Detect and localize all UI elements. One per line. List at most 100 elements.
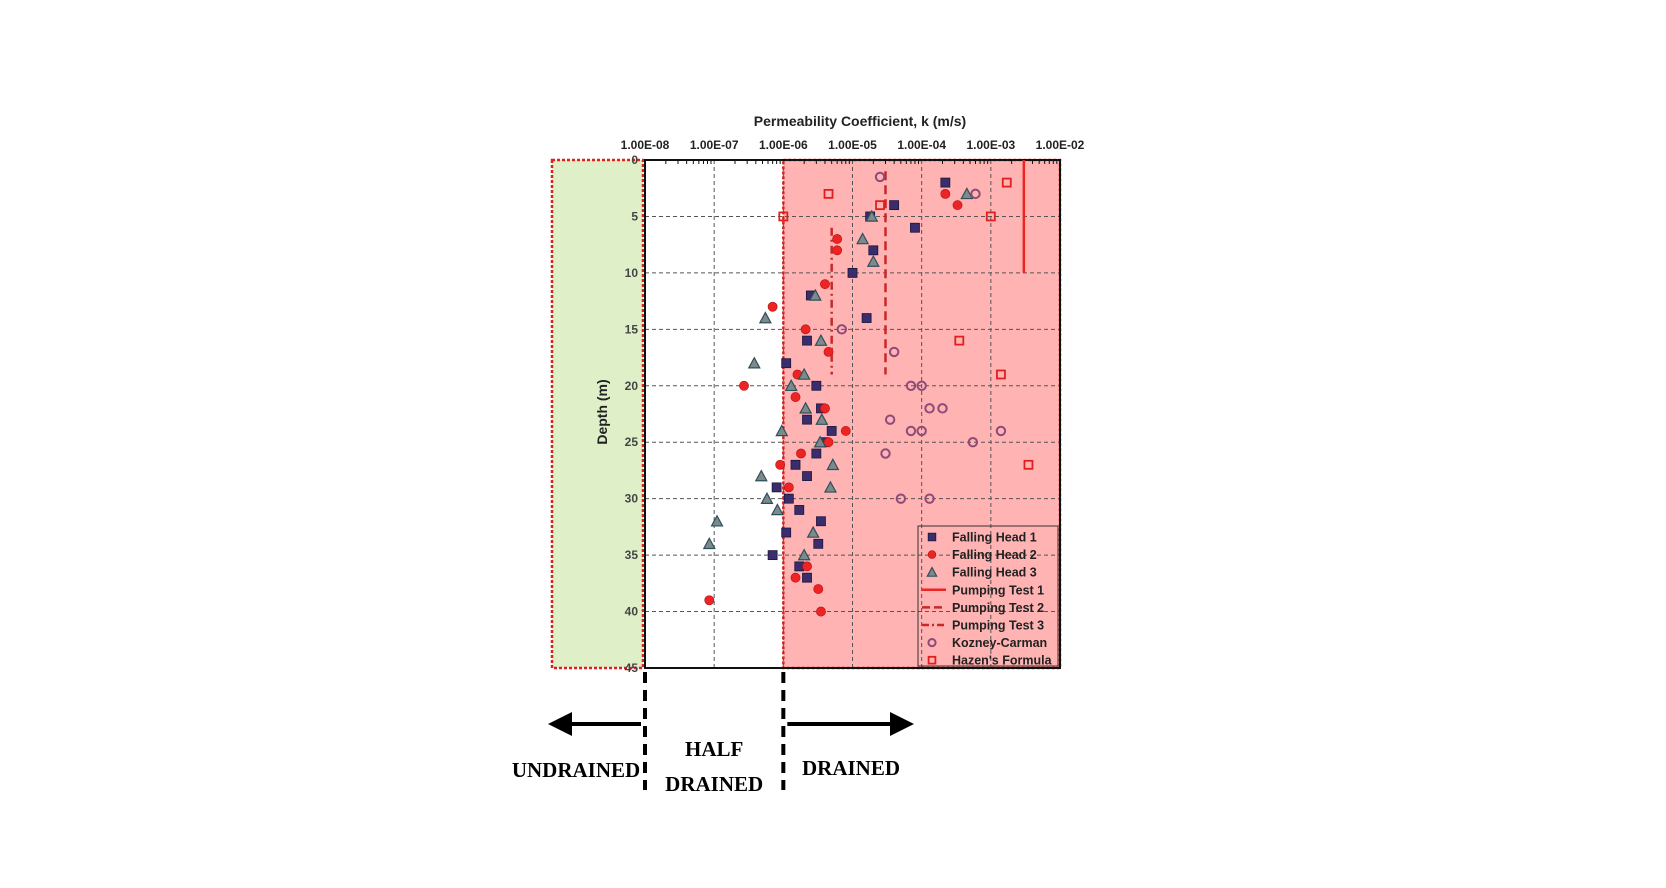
data-point xyxy=(996,369,1006,380)
data-point xyxy=(783,482,794,493)
legend-box xyxy=(917,525,1059,667)
data-point xyxy=(823,188,834,199)
y-tick-label: 25 xyxy=(625,435,639,449)
data-point xyxy=(802,335,812,346)
y-tick-label: 45 xyxy=(625,661,639,675)
data-point xyxy=(880,448,891,459)
legend-label: Pumping Test 2 xyxy=(952,601,1044,615)
data-point xyxy=(790,459,801,470)
data-point xyxy=(916,425,927,437)
legend-item: Pumping Test 2 xyxy=(922,601,1044,615)
series-kozney-carman xyxy=(836,171,1007,504)
y-tick-label: 0 xyxy=(631,153,638,167)
y-tick-label: 10 xyxy=(625,266,639,280)
x-tick-label: 1.00E-05 xyxy=(828,138,877,152)
drained-arrowhead xyxy=(890,712,914,736)
data-point xyxy=(802,561,812,572)
data-point xyxy=(797,367,811,380)
data-point xyxy=(811,448,822,459)
data-point xyxy=(815,412,829,425)
data-point xyxy=(747,356,761,369)
y-tick-label: 30 xyxy=(625,492,639,506)
data-point xyxy=(916,380,927,391)
data-point xyxy=(794,505,805,515)
data-point xyxy=(832,245,843,256)
data-point xyxy=(847,267,858,278)
legend-swatch xyxy=(927,532,937,542)
legend-item: Kozney-Carman xyxy=(927,636,1047,650)
legend-label: Falling Head 2 xyxy=(952,548,1037,562)
data-point xyxy=(796,448,806,459)
data-point xyxy=(739,380,749,391)
legend-swatch xyxy=(927,655,937,665)
data-point xyxy=(952,200,963,211)
legend-label: Falling Head 3 xyxy=(952,566,1037,580)
data-point xyxy=(865,209,879,222)
data-point xyxy=(874,171,886,183)
data-point xyxy=(754,469,768,482)
y-tick-label: 35 xyxy=(625,548,639,562)
x-tick-label: 1.00E-03 xyxy=(966,138,1015,152)
data-point xyxy=(767,301,778,312)
data-point xyxy=(775,459,786,470)
data-point xyxy=(823,437,834,448)
data-point xyxy=(813,435,827,448)
data-point xyxy=(960,187,974,200)
legend-item: Pumping Test 3 xyxy=(922,619,1044,633)
data-point xyxy=(800,324,811,335)
data-point xyxy=(840,426,851,436)
y-tick-label: 40 xyxy=(625,605,639,619)
data-point xyxy=(985,211,996,222)
x-tick-label: 1.00E-02 xyxy=(1036,138,1085,152)
legend-item: Pumping Test 1 xyxy=(922,583,1044,597)
data-point xyxy=(806,525,820,538)
series-falling-head-3 xyxy=(702,187,974,561)
data-point xyxy=(781,358,792,369)
data-point xyxy=(797,548,811,561)
data-point xyxy=(924,493,935,504)
legend-swatch xyxy=(927,638,937,648)
data-point xyxy=(767,550,778,561)
zone-label-half-drained: DRAINED xyxy=(665,772,763,796)
legend-item: Falling Head 2 xyxy=(927,548,1037,562)
legend-item: Falling Head 3 xyxy=(926,566,1037,580)
data-point xyxy=(760,491,774,504)
y-tick-label: 20 xyxy=(625,379,639,393)
data-point xyxy=(816,516,826,527)
zone-label-half-drained: HALF xyxy=(685,737,743,761)
data-point xyxy=(820,279,830,290)
legend-label: Pumping Test 3 xyxy=(952,619,1044,633)
zone-label-undrained: UNDRAINED xyxy=(512,758,640,782)
plot-frame xyxy=(644,159,1061,669)
legend-label: Kozney-Carman xyxy=(952,636,1047,650)
zone-label-drained: DRAINED xyxy=(802,756,900,780)
undrained-arrowhead xyxy=(548,712,572,736)
data-point xyxy=(875,200,885,211)
legend-item: Falling Head 1 xyxy=(927,531,1037,545)
data-point xyxy=(783,493,794,504)
x-tick-label: 1.00E-08 xyxy=(621,138,670,152)
data-point xyxy=(771,482,782,493)
data-point xyxy=(856,232,870,245)
y-tick-label: 5 xyxy=(631,209,638,223)
legend-label: Pumping Test 1 xyxy=(952,583,1044,597)
data-point xyxy=(816,606,826,617)
data-point xyxy=(940,177,951,188)
data-point xyxy=(826,458,840,471)
series-falling-head-1 xyxy=(767,177,951,583)
data-point xyxy=(790,572,801,583)
data-point xyxy=(861,313,872,323)
y-tick-label: 15 xyxy=(625,322,639,336)
data-point xyxy=(884,414,896,425)
data-point xyxy=(905,380,917,391)
data-point xyxy=(889,200,900,211)
data-point xyxy=(970,188,981,200)
data-point xyxy=(802,414,812,425)
data-point xyxy=(937,403,948,414)
data-point xyxy=(910,222,920,233)
data-point xyxy=(823,480,837,493)
data-point xyxy=(1001,177,1012,188)
data-point xyxy=(811,380,822,391)
data-point xyxy=(710,514,724,527)
